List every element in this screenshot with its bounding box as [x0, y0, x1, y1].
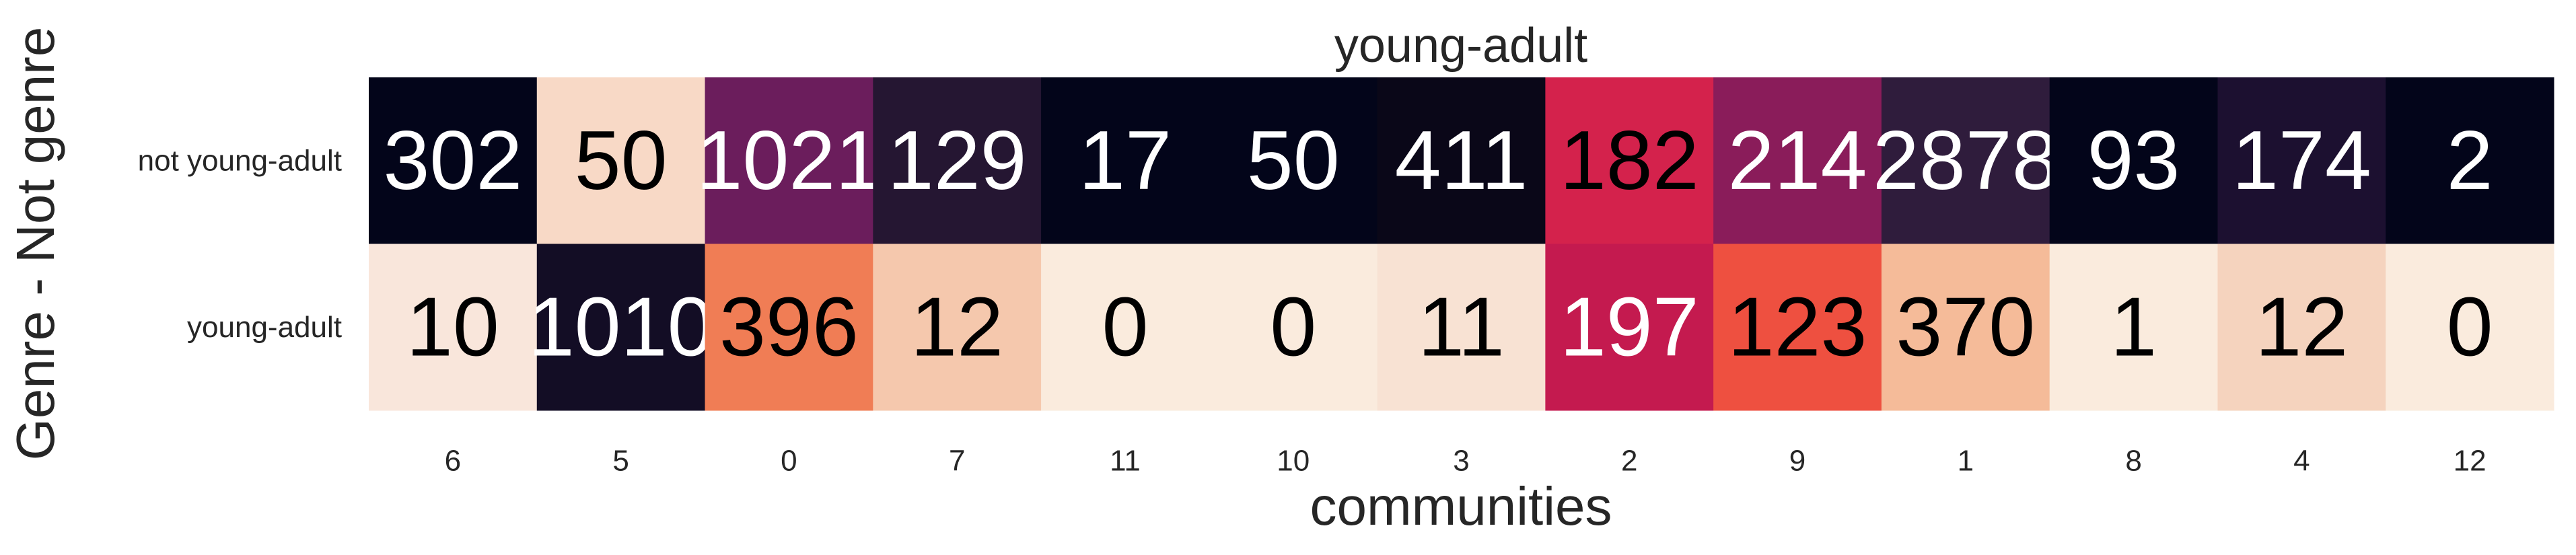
- cell-value-label: 11: [1418, 281, 1505, 373]
- x-axis-label: communities: [1310, 476, 1612, 536]
- x-tick-label: 0: [781, 445, 797, 478]
- x-tick-label: 6: [445, 445, 461, 478]
- x-tick-label: 8: [2125, 445, 2141, 478]
- cell-value-label: 2: [2447, 114, 2493, 207]
- heatmap-cell: [1713, 77, 1882, 244]
- heatmap-cell: [1209, 244, 1378, 411]
- cell-value-label: 396: [719, 281, 859, 373]
- heatmap-cell: [705, 244, 873, 411]
- heatmap-cell: [2217, 77, 2386, 244]
- x-tick-label: 2: [1621, 445, 1637, 478]
- heatmap-cell: [2217, 244, 2386, 411]
- heatmap-cell: [1377, 77, 1546, 244]
- x-tick-label: 9: [1789, 445, 1805, 478]
- x-tick-labels: 6 5 0 7 11 10 3 2 9 1 8 4 12: [445, 445, 2486, 478]
- cell-value-label: 197: [1560, 281, 1699, 373]
- x-tick-label: 4: [2293, 445, 2310, 478]
- x-tick-label: 11: [1110, 445, 1141, 478]
- heatmap-cell: [2386, 244, 2554, 411]
- cell-value-label: 411: [1395, 114, 1528, 207]
- heatmap-cell: [705, 77, 873, 244]
- heatmap-cell: [873, 244, 1042, 411]
- cell-value-label: 1010: [528, 281, 714, 373]
- x-tick-label: 5: [612, 445, 629, 478]
- heatmap-cell: [2386, 77, 2554, 244]
- cell-value-label: 302: [383, 114, 522, 207]
- cell-value-label: 0: [2447, 281, 2493, 373]
- y-tick-label: not young-adult: [138, 144, 342, 177]
- heatmap-cell: [1713, 244, 1882, 411]
- heatmap-cells: 302 50 1021 129 17 50 411 182 214 2878 93 174 210 101…: [369, 77, 2554, 411]
- x-tick-label: 12: [2454, 445, 2486, 478]
- cell-value-label: 50: [1247, 114, 1340, 207]
- heatmap-cell: [1545, 77, 1714, 244]
- x-tick-label: 7: [949, 445, 965, 478]
- heatmap-cell: [1377, 244, 1546, 411]
- heatmap-cell: [536, 244, 706, 411]
- cell-value-label: 50: [575, 114, 668, 207]
- heatmap-cell: [873, 77, 1042, 244]
- cell-value-label: 0: [1102, 281, 1148, 373]
- heatmap-cell: [369, 77, 538, 244]
- cell-value-label: 129: [888, 114, 1027, 207]
- heatmap-cell: [1041, 244, 1210, 411]
- heatmap-cell: [1041, 77, 1210, 244]
- cell-value-label: 10: [406, 281, 499, 373]
- heatmap-cell: [536, 77, 706, 244]
- cell-value-label: 370: [1896, 281, 2035, 373]
- x-tick-label: 1: [1958, 445, 1974, 478]
- cell-value-label: 214: [1728, 114, 1867, 207]
- cell-value-label: 1: [2110, 281, 2157, 373]
- heatmap-cell: [1881, 244, 2050, 411]
- cell-value-label: 2878: [1873, 114, 2059, 207]
- cell-value-label: 182: [1560, 114, 1699, 207]
- cell-value-label: 12: [910, 281, 1003, 373]
- cell-value-label: 1021: [696, 114, 882, 207]
- chart-title: young-adult: [1334, 19, 1587, 73]
- cell-value-label: 174: [2232, 114, 2371, 207]
- cell-value-label: 0: [1270, 281, 1316, 373]
- heatmap-cell: [2049, 244, 2218, 411]
- y-tick-label: young-adult: [187, 311, 342, 344]
- x-tick-label: 10: [1277, 445, 1310, 478]
- heatmap-cell: [1545, 244, 1714, 411]
- y-tick-labels: not young-adult young-adult: [138, 144, 342, 344]
- heatmap-cell: [1881, 77, 2050, 244]
- cell-value-label: 93: [2087, 114, 2180, 207]
- cell-value-label: 123: [1728, 281, 1867, 373]
- y-axis-label: Genre - Not genre: [5, 27, 65, 461]
- x-tick-label: 3: [1453, 445, 1469, 478]
- heatmap-cell: [1209, 77, 1378, 244]
- heatmap-cell: [369, 244, 538, 411]
- heatmap-cell: [2049, 77, 2218, 244]
- cell-value-label: 12: [2255, 281, 2348, 373]
- cell-value-label: 17: [1079, 114, 1172, 207]
